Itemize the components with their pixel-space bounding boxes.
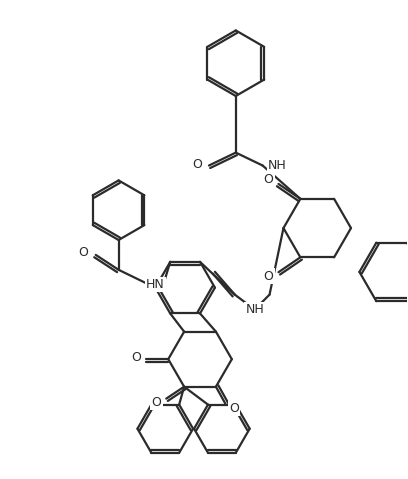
Text: O: O — [78, 246, 88, 260]
Text: HN: HN — [146, 278, 165, 291]
Text: O: O — [192, 158, 202, 171]
Text: NH: NH — [268, 159, 287, 172]
Text: O: O — [264, 173, 273, 186]
Text: O: O — [264, 270, 273, 283]
Text: O: O — [229, 402, 239, 415]
Text: NH: NH — [245, 303, 264, 316]
Text: O: O — [151, 396, 161, 409]
Text: O: O — [131, 351, 142, 364]
